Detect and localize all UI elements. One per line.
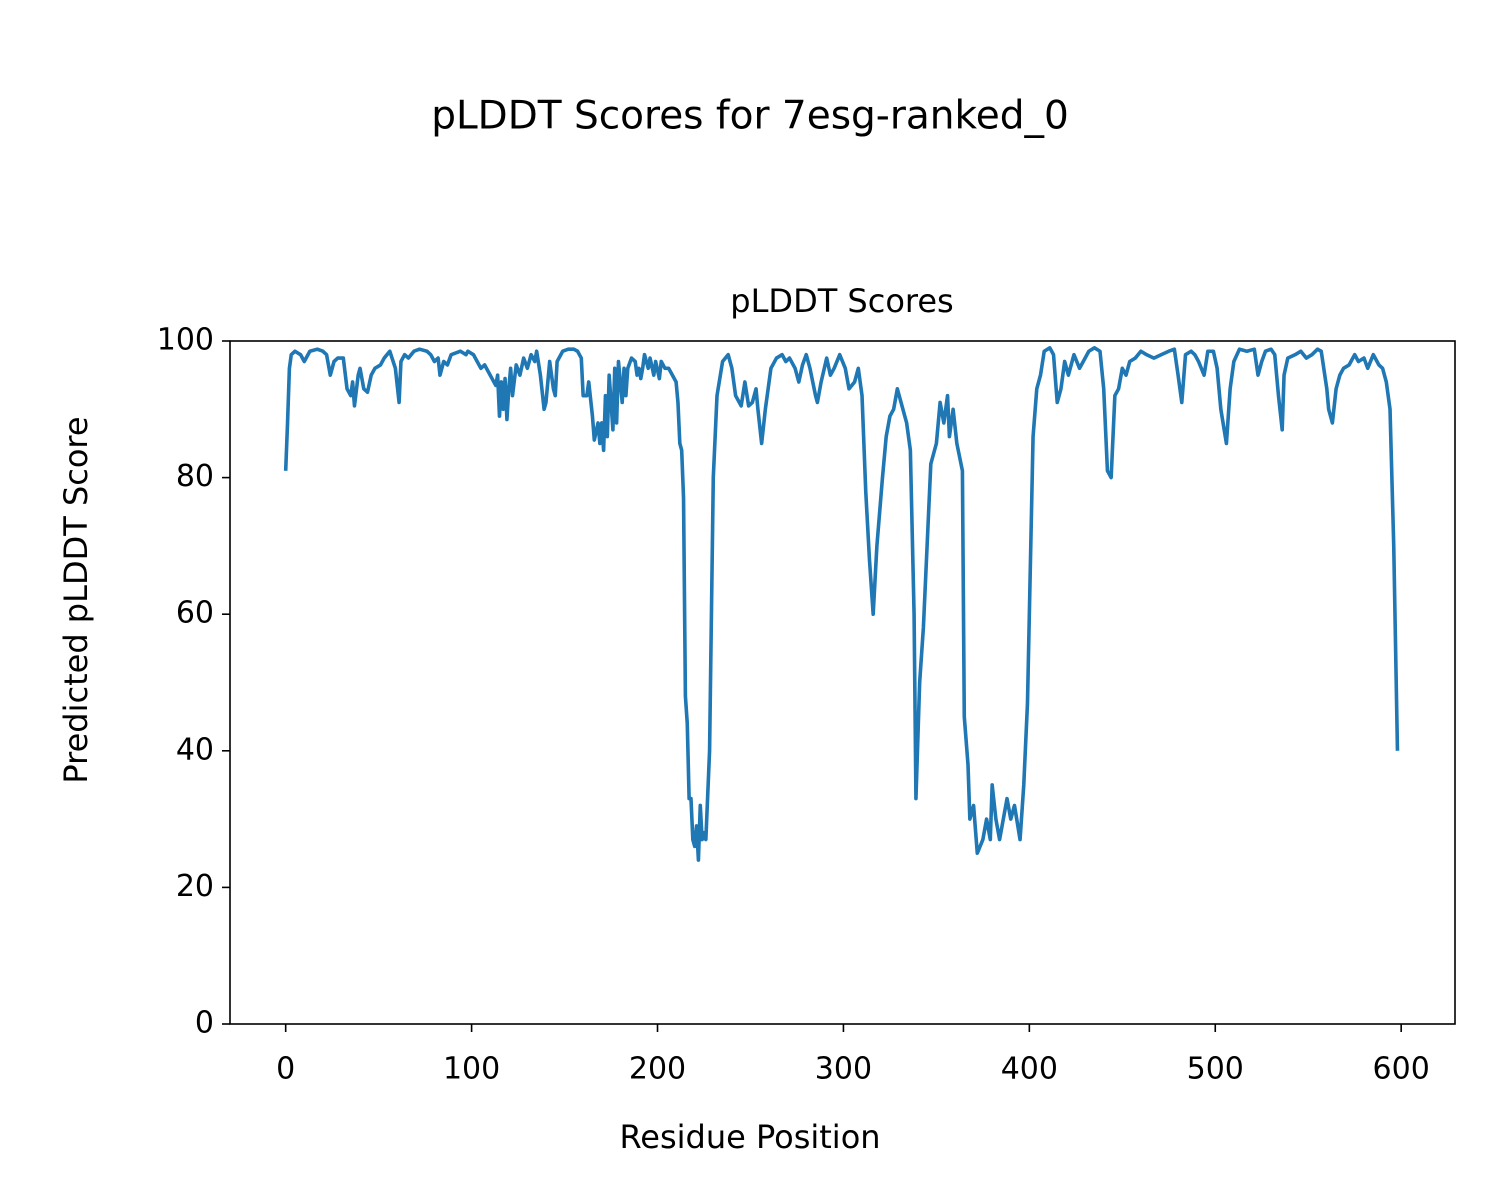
x-tick-label: 300 xyxy=(815,1052,872,1087)
x-tick-label: 0 xyxy=(276,1052,295,1087)
x-axis-label: Residue Position xyxy=(619,1118,880,1156)
x-tick-label: 100 xyxy=(443,1052,500,1087)
y-tick-label: 80 xyxy=(176,459,214,494)
axes-frame xyxy=(229,340,1456,1025)
x-tick-label: 600 xyxy=(1373,1052,1430,1087)
x-tick-label: 500 xyxy=(1187,1052,1244,1087)
x-tick-label: 200 xyxy=(629,1052,686,1087)
line-series xyxy=(283,346,1400,862)
y-axis-label: Predicted pLDDT Score xyxy=(57,416,95,783)
y-tick-label: 0 xyxy=(195,1006,214,1041)
y-tick-label: 20 xyxy=(176,869,214,904)
axes-title: pLDDT Scores xyxy=(730,282,953,320)
x-tick-label: 400 xyxy=(1001,1052,1058,1087)
y-tick-label: 60 xyxy=(176,596,214,631)
y-tick-label: 40 xyxy=(176,732,214,767)
y-tick-label: 100 xyxy=(157,323,214,358)
chart-suptitle: pLDDT Scores for 7esg-ranked_0 xyxy=(431,94,1069,139)
